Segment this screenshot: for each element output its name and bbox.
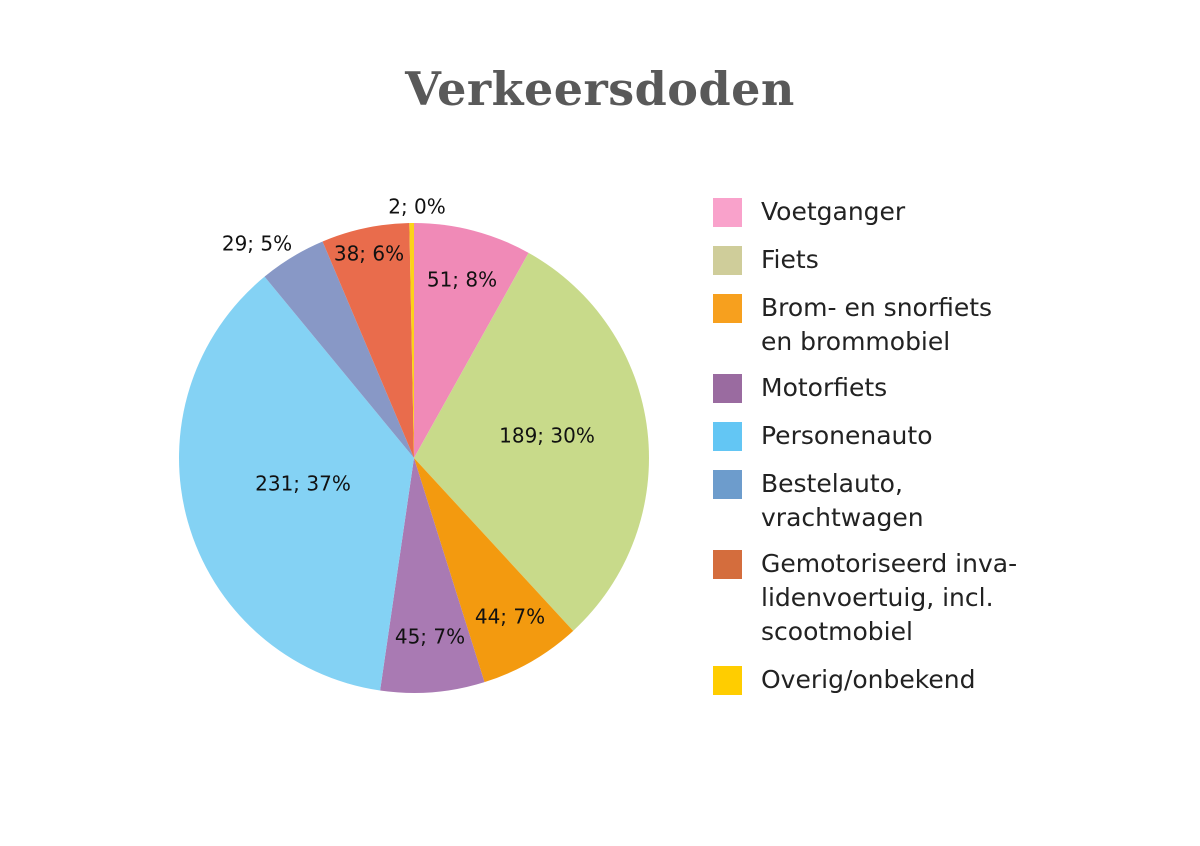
pie-slice-4 — [380, 458, 485, 694]
legend-swatch — [713, 374, 742, 403]
legend-item: Gemotoriseerd inva-lidenvoertuig, incl. s… — [713, 547, 1017, 649]
pie-slice-2 — [414, 252, 649, 631]
legend-label-line: vrachtwagen — [761, 503, 924, 532]
legend-swatch — [713, 666, 742, 695]
pie-slice-8 — [409, 223, 414, 458]
legend-label: Voetganger — [761, 195, 905, 229]
legend-label-line: Brom- en snorfiets — [761, 293, 993, 322]
legend-label-line: Personenauto — [761, 421, 933, 450]
legend-label: Fiets — [761, 243, 819, 277]
legend-label-line: Motorfiets — [761, 373, 888, 402]
legend-item: Fiets — [713, 243, 819, 277]
legend-label: Bestelauto, vrachtwagen — [761, 467, 924, 535]
legend-label: Overig/onbekend — [761, 663, 975, 697]
slice-data-label: 189; 30% — [499, 424, 595, 448]
legend-label-line: Gemotoriseerd inva- — [761, 549, 1018, 578]
legend-item: Personenauto — [713, 419, 933, 453]
pie-slice-6 — [264, 241, 414, 458]
legend-label: Motorfiets — [761, 371, 887, 405]
legend-swatch — [713, 470, 742, 499]
legend-label: Brom- en snorfiets en brommobiel — [761, 291, 992, 359]
chart-title: Verkeersdoden — [405, 62, 795, 116]
legend-label-line: Overig/onbekend — [761, 665, 976, 694]
legend-label-line: Voetganger — [761, 197, 906, 226]
pie-slice-7 — [322, 223, 414, 458]
legend-label: Gemotoriseerd inva-lidenvoertuig, incl. s… — [761, 547, 1017, 649]
legend-swatch — [713, 246, 742, 275]
legend-label-line: scootmobiel — [761, 617, 913, 646]
slice-data-label: 45; 7% — [395, 625, 465, 649]
legend-item: Bestelauto, vrachtwagen — [713, 467, 924, 535]
legend-item: Overig/onbekend — [713, 663, 975, 697]
slice-data-label: 44; 7% — [475, 605, 545, 629]
legend-label-line: lidenvoertuig, incl. — [761, 583, 994, 612]
slice-data-label: 231; 37% — [255, 472, 351, 496]
slice-data-label: 2; 0% — [388, 195, 446, 219]
legend-label-line: Bestelauto, — [761, 469, 903, 498]
pie-slice-1 — [414, 223, 529, 458]
slice-data-label: 29; 5% — [222, 232, 292, 256]
pie-slice-5 — [179, 276, 414, 691]
slice-data-label: 38; 6% — [334, 242, 404, 266]
legend-item: Brom- en snorfiets en brommobiel — [713, 291, 992, 359]
legend-item: Motorfiets — [713, 371, 887, 405]
legend-item: Voetganger — [713, 195, 905, 229]
legend-swatch — [713, 550, 742, 579]
legend-label: Personenauto — [761, 419, 933, 453]
pie-slice-3 — [414, 458, 574, 683]
legend-swatch — [713, 198, 742, 227]
legend-swatch — [713, 422, 742, 451]
legend-label-line: Fiets — [761, 245, 819, 274]
slice-data-label: 51; 8% — [427, 268, 497, 292]
legend-label-line: en brommobiel — [761, 327, 951, 356]
legend-swatch — [713, 294, 742, 323]
